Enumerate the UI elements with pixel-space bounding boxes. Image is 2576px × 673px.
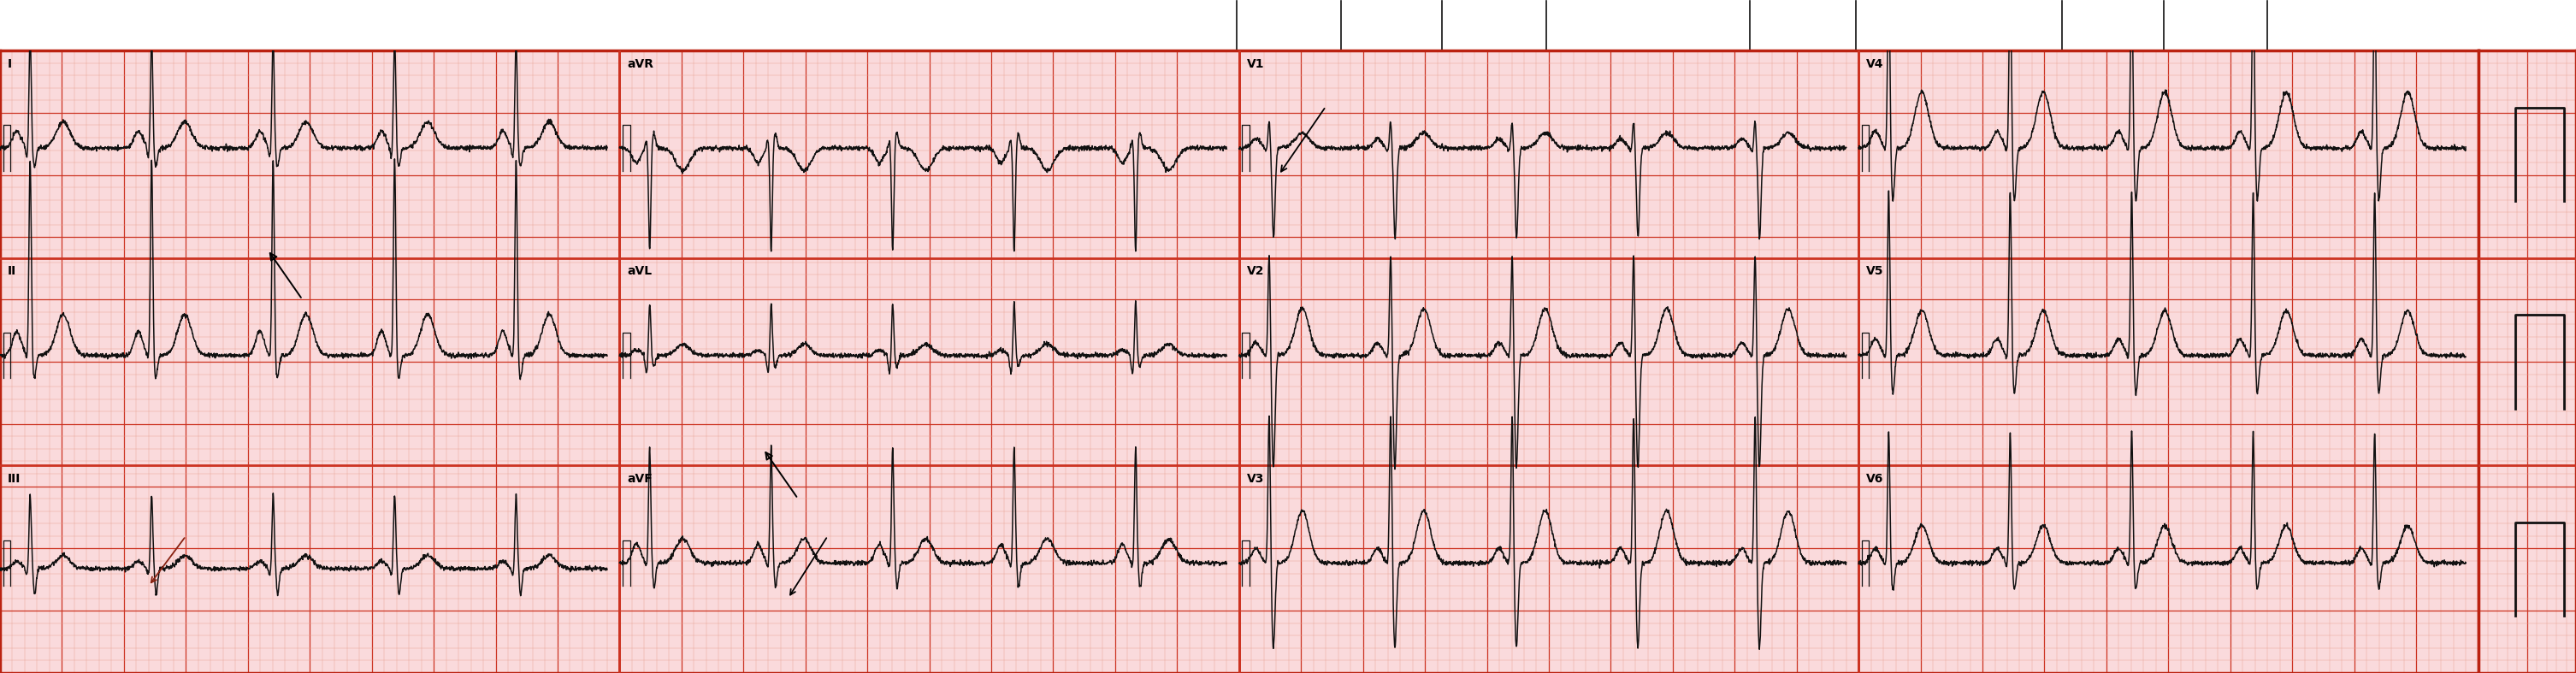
- Text: I: I: [8, 58, 13, 70]
- Text: aVF: aVF: [626, 473, 652, 485]
- Text: aVR: aVR: [626, 58, 654, 70]
- Text: V1: V1: [1247, 58, 1265, 70]
- Text: V5: V5: [1865, 265, 1883, 277]
- Text: V2: V2: [1247, 265, 1265, 277]
- Text: V3: V3: [1247, 473, 1265, 485]
- Text: V4: V4: [1865, 58, 1883, 70]
- Text: aVL: aVL: [626, 265, 652, 277]
- Text: III: III: [8, 473, 21, 485]
- Text: II: II: [8, 265, 15, 277]
- Text: V6: V6: [1865, 473, 1883, 485]
